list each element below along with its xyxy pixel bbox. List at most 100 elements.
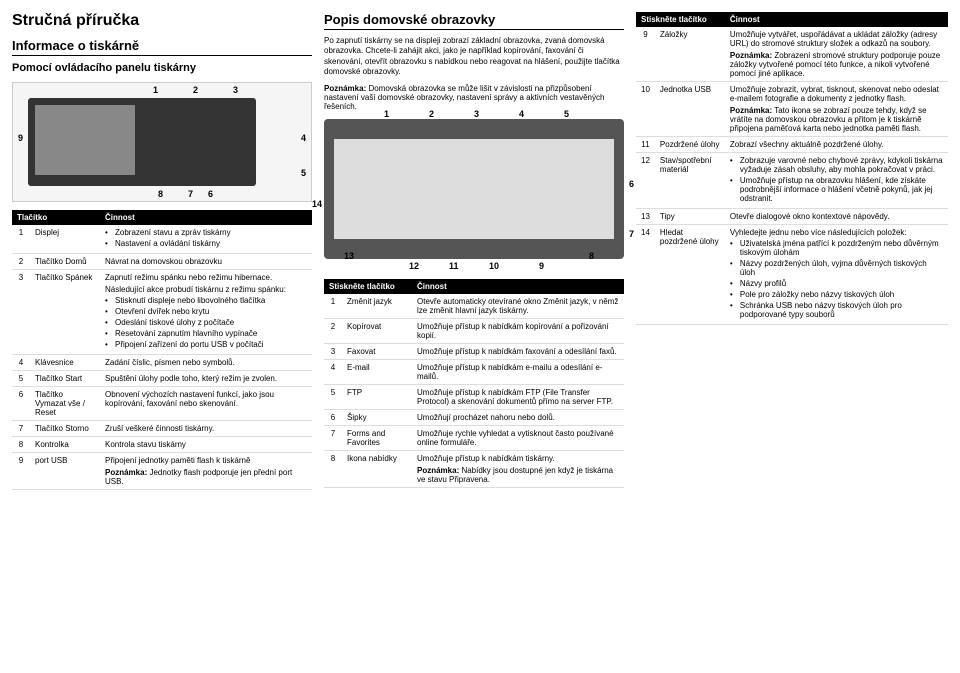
table-row: 10Jednotka USBUmožňuje zobrazit, vybrat,… xyxy=(636,82,948,137)
home-screen-diagram: 1 2 3 4 5 6 7 8 14 13 12 11 10 9 xyxy=(324,119,624,259)
row-desc: Zobrazuje varovné nebo chybové zprávy, k… xyxy=(725,153,948,209)
row-label: port USB xyxy=(30,453,100,490)
row-desc: Zapnutí režimu spánku nebo režimu hibern… xyxy=(100,270,312,355)
table-row: 3Tlačítko SpánekZapnutí režimu spánku ne… xyxy=(12,270,312,355)
row-label: Tlačítko Vymazat vše / Reset xyxy=(30,387,100,421)
row-desc: Kontrola stavu tiskárny xyxy=(100,437,312,453)
row-num: 6 xyxy=(324,409,342,425)
row-label: Tlačítko Domů xyxy=(30,254,100,270)
row-label: E-mail xyxy=(342,359,412,384)
row-num: 2 xyxy=(12,254,30,270)
row-desc: Umožňuje zobrazit, vybrat, tisknout, ske… xyxy=(725,82,948,137)
table-row: 1Změnit jazykOtevře automaticky otevíran… xyxy=(324,294,624,319)
row-desc: Vyhledejte jednu nebo více následujících… xyxy=(725,225,948,325)
row-desc: Obnovení výchozích nastavení funkcí, jak… xyxy=(100,387,312,421)
row-desc: Návrat na domovskou obrazovku xyxy=(100,254,312,270)
row-num: 3 xyxy=(12,270,30,355)
row-label: Šipky xyxy=(342,409,412,425)
row-num: 13 xyxy=(636,209,655,225)
row-num: 1 xyxy=(324,294,342,319)
table-row: 9ZáložkyUmožňuje vytvářet, uspořádávat a… xyxy=(636,27,948,82)
row-desc: Připojení jednotky paměti flash k tiskár… xyxy=(100,453,312,490)
row-num: 5 xyxy=(12,371,30,387)
row-desc: Zruší veškeré činnosti tiskárny. xyxy=(100,421,312,437)
table-row: 6Tlačítko Vymazat vše / ResetObnovení vý… xyxy=(12,387,312,421)
printer-panel-diagram: 1 2 3 4 5 9 8 7 6 xyxy=(12,82,312,202)
row-label: Displej xyxy=(30,225,100,254)
th3-action: Činnost xyxy=(725,12,948,27)
row-label: Faxovat xyxy=(342,343,412,359)
th2-button: Stiskněte tlačítko xyxy=(324,279,412,294)
section-heading: Informace o tiskárně xyxy=(12,38,312,56)
row-num: 8 xyxy=(324,450,342,487)
table-row: 5Tlačítko StartSpuštění úlohy podle toho… xyxy=(12,371,312,387)
row-desc: Spuštění úlohy podle toho, který režim j… xyxy=(100,371,312,387)
row-num: 11 xyxy=(636,137,655,153)
column-2: Popis domovské obrazovky Po zapnutí tisk… xyxy=(324,12,624,661)
row-num: 3 xyxy=(324,343,342,359)
row-desc: Umožňuje přístup k nabídkám tiskárny.Poz… xyxy=(412,450,624,487)
column-3: Stiskněte tlačítko Činnost 9ZáložkyUmožň… xyxy=(636,12,948,661)
row-num: 9 xyxy=(12,453,30,490)
row-num: 12 xyxy=(636,153,655,209)
row-desc: Umožňuje rychle vyhledat a vytisknout ča… xyxy=(412,425,624,450)
table-row: 6ŠipkyUmožňují procházet nahoru nebo dol… xyxy=(324,409,624,425)
row-label: Klávesnice xyxy=(30,355,100,371)
table-row: 1DisplejZobrazení stavu a zpráv tiskárny… xyxy=(12,225,312,254)
row-desc: Umožňuje přístup k nabídkám faxování a o… xyxy=(412,343,624,359)
table-row: 13TipyOtevře dialogové okno kontextové n… xyxy=(636,209,948,225)
table-2: Stiskněte tlačítko Činnost 1Změnit jazyk… xyxy=(324,279,624,488)
row-num: 8 xyxy=(12,437,30,453)
row-desc: Umožňuje přístup k nabídkám FTP (File Tr… xyxy=(412,384,624,409)
row-num: 7 xyxy=(12,421,30,437)
row-desc: Zobrazení stavu a zpráv tiskárnyNastaven… xyxy=(100,225,312,254)
table-3: Stiskněte tlačítko Činnost 9ZáložkyUmožň… xyxy=(636,12,948,325)
th-action: Činnost xyxy=(100,210,312,225)
table-row: 5FTPUmožňuje přístup k nabídkám FTP (Fil… xyxy=(324,384,624,409)
row-label: Změnit jazyk xyxy=(342,294,412,319)
home-desc: Po zapnutí tiskárny se na displeji zobra… xyxy=(324,36,624,78)
row-num: 7 xyxy=(324,425,342,450)
row-num: 9 xyxy=(636,27,655,82)
row-desc: Umožňuje přístup k nabídkám e-mailu a od… xyxy=(412,359,624,384)
row-num: 5 xyxy=(324,384,342,409)
home-note: Poznámka: Domovská obrazovka se může liš… xyxy=(324,84,624,111)
table-row: 8Ikona nabídkyUmožňuje přístup k nabídká… xyxy=(324,450,624,487)
row-label: Hledat pozdržené úlohy xyxy=(655,225,725,325)
table-row: 3FaxovatUmožňuje přístup k nabídkám faxo… xyxy=(324,343,624,359)
row-label: Stav/spotřební materiál xyxy=(655,153,725,209)
row-desc: Umožňují procházet nahoru nebo dolů. xyxy=(412,409,624,425)
row-label: Tlačítko Spánek xyxy=(30,270,100,355)
table-row: 11Pozdržené úlohyZobrazí všechny aktuáln… xyxy=(636,137,948,153)
row-num: 4 xyxy=(324,359,342,384)
table-row: 7Forms and FavoritesUmožňuje rychle vyhl… xyxy=(324,425,624,450)
table-row: 4KlávesniceZadání číslic, písmen nebo sy… xyxy=(12,355,312,371)
row-desc: Umožňuje vytvářet, uspořádávat a ukládat… xyxy=(725,27,948,82)
table-1: Tlačítko Činnost 1DisplejZobrazení stavu… xyxy=(12,210,312,490)
row-num: 6 xyxy=(12,387,30,421)
row-label: Kontrolka xyxy=(30,437,100,453)
row-desc: Otevře automaticky otevírané okno Změnit… xyxy=(412,294,624,319)
th-button: Tlačítko xyxy=(12,210,100,225)
row-label: Tipy xyxy=(655,209,725,225)
column-1: Stručná příručka Informace o tiskárně Po… xyxy=(12,12,312,661)
row-label: Jednotka USB xyxy=(655,82,725,137)
row-label: Tlačítko Start xyxy=(30,371,100,387)
row-desc: Zobrazí všechny aktuálně pozdržené úlohy… xyxy=(725,137,948,153)
table-row: 4E-mailUmožňuje přístup k nabídkám e-mai… xyxy=(324,359,624,384)
row-label: Pozdržené úlohy xyxy=(655,137,725,153)
table-row: 2KopírovatUmožňuje přístup k nabídkám ko… xyxy=(324,318,624,343)
row-desc: Umožňuje přístup k nabídkám kopírování a… xyxy=(412,318,624,343)
row-num: 10 xyxy=(636,82,655,137)
home-screen-heading: Popis domovské obrazovky xyxy=(324,12,624,30)
row-num: 2 xyxy=(324,318,342,343)
row-label: Kopírovat xyxy=(342,318,412,343)
table-row: 7Tlačítko StornoZruší veškeré činnosti t… xyxy=(12,421,312,437)
main-title: Stručná příručka xyxy=(12,12,312,30)
table-row: 9port USBPřipojení jednotky paměti flash… xyxy=(12,453,312,490)
table-row: 12Stav/spotřební materiálZobrazuje varov… xyxy=(636,153,948,209)
table-row: 2Tlačítko DomůNávrat na domovskou obrazo… xyxy=(12,254,312,270)
row-num: 4 xyxy=(12,355,30,371)
row-label: Tlačítko Storno xyxy=(30,421,100,437)
row-num: 14 xyxy=(636,225,655,325)
